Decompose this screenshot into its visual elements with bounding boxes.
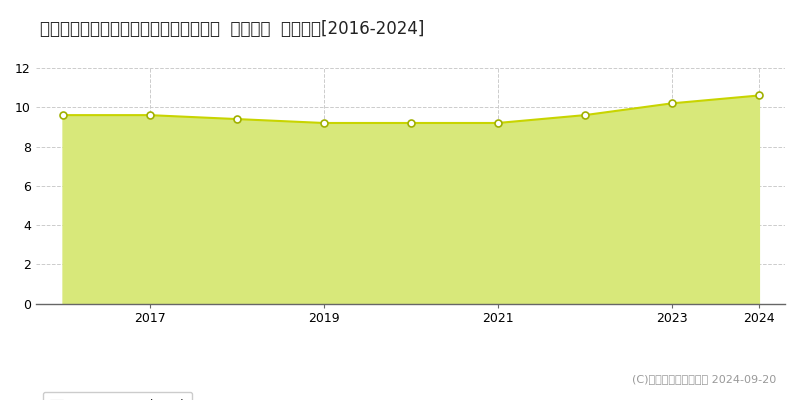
Legend: 基準地価  平均坊単価(万円/坊): 基準地価 平均坊単価(万円/坊)	[42, 392, 192, 400]
Text: (C)土地価格ドットコム 2024-09-20: (C)土地価格ドットコム 2024-09-20	[632, 374, 776, 384]
Text: 宮城県产理郡产理町字桜小路１２番２６  基準地価  地価推移[2016-2024]: 宮城県产理郡产理町字桜小路１２番２６ 基準地価 地価推移[2016-2024]	[40, 20, 424, 38]
